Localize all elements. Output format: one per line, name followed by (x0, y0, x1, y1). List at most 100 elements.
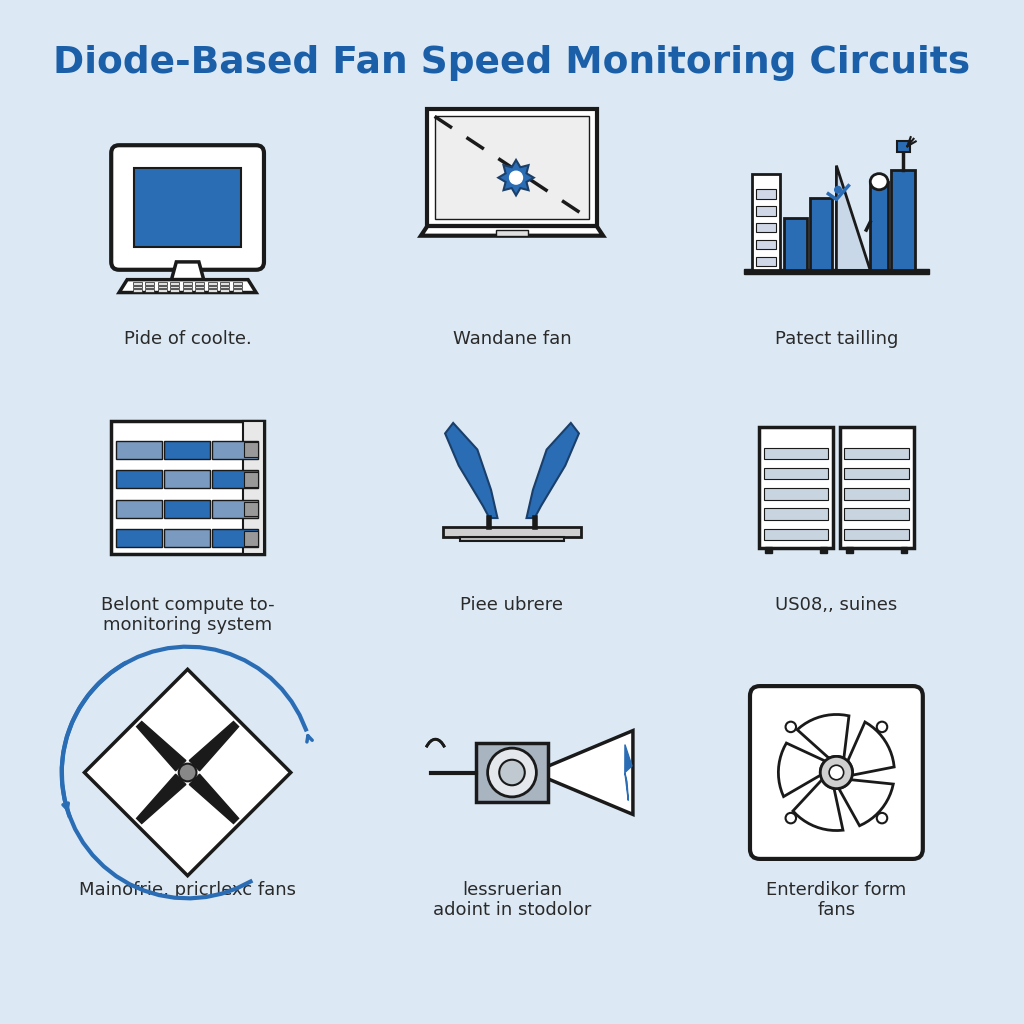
Bar (220, 283, 229, 285)
Bar (897, 140, 909, 152)
Bar (133, 290, 141, 292)
Polygon shape (625, 744, 632, 772)
Polygon shape (189, 774, 239, 823)
Polygon shape (837, 166, 870, 270)
Bar (756, 189, 776, 199)
Text: Mainofrie, pricrlexc fans: Mainofrie, pricrlexc fans (79, 881, 296, 899)
Bar (158, 290, 167, 292)
Bar (182, 286, 191, 289)
Bar (196, 286, 204, 289)
Bar (840, 427, 913, 548)
Bar (145, 286, 155, 289)
Bar (244, 472, 258, 486)
Text: lessruerian
adoint in stodolor: lessruerian adoint in stodolor (433, 881, 591, 920)
Bar (756, 223, 776, 232)
Bar (764, 488, 828, 500)
Polygon shape (499, 160, 534, 196)
Bar (196, 290, 204, 292)
Bar (232, 286, 242, 289)
Bar (220, 286, 229, 289)
Bar (752, 174, 780, 270)
Bar (220, 290, 229, 292)
Bar (476, 743, 548, 802)
Polygon shape (548, 730, 633, 814)
Bar (764, 468, 828, 479)
Polygon shape (798, 715, 849, 758)
Bar (116, 440, 162, 459)
Text: Piee ubrere: Piee ubrere (461, 596, 563, 613)
Circle shape (877, 722, 887, 732)
Polygon shape (136, 774, 186, 823)
Bar (764, 528, 828, 540)
Bar (764, 447, 828, 459)
Bar (743, 268, 929, 274)
Bar (820, 547, 826, 553)
Bar (170, 286, 179, 289)
Bar (845, 488, 909, 500)
Bar (846, 547, 853, 553)
Bar (766, 547, 772, 553)
Bar (164, 529, 210, 548)
Bar (134, 168, 241, 247)
Polygon shape (839, 779, 893, 825)
Bar (845, 528, 909, 540)
Text: Wandane fan: Wandane fan (453, 330, 571, 348)
Bar (460, 537, 564, 542)
Polygon shape (421, 226, 603, 236)
Circle shape (500, 760, 524, 785)
Circle shape (785, 813, 796, 823)
Text: Patect tailling: Patect tailling (775, 330, 898, 348)
Bar (116, 529, 162, 548)
FancyBboxPatch shape (112, 145, 264, 269)
Bar (845, 447, 909, 459)
Polygon shape (189, 722, 239, 771)
Bar (170, 290, 179, 292)
Bar (244, 502, 258, 516)
Bar (784, 218, 807, 270)
Text: Enterdikor form
fans: Enterdikor form fans (766, 881, 906, 920)
Bar (496, 230, 528, 236)
Bar (756, 206, 776, 216)
Text: US08,, suines: US08,, suines (775, 596, 897, 613)
Bar (145, 290, 155, 292)
Bar (182, 283, 191, 285)
Bar (164, 440, 210, 459)
Text: Pide of coolte.: Pide of coolte. (124, 330, 252, 348)
Circle shape (834, 185, 842, 194)
Circle shape (785, 722, 796, 732)
Polygon shape (84, 670, 291, 876)
Circle shape (877, 813, 887, 823)
Polygon shape (119, 280, 256, 293)
Bar (158, 283, 167, 285)
Polygon shape (848, 722, 894, 775)
Bar (759, 427, 834, 548)
Bar (111, 421, 264, 554)
Bar (212, 529, 258, 548)
Bar (145, 283, 155, 285)
Bar (756, 240, 776, 250)
Bar (158, 286, 167, 289)
Bar (212, 500, 258, 518)
Bar (164, 470, 210, 488)
Circle shape (487, 749, 537, 797)
Bar (116, 500, 162, 518)
Bar (164, 500, 210, 518)
Polygon shape (136, 722, 186, 771)
Bar (810, 198, 833, 270)
Bar (845, 508, 909, 519)
Bar (901, 547, 907, 553)
Polygon shape (445, 423, 498, 518)
Bar (427, 110, 597, 226)
Circle shape (510, 171, 522, 184)
Ellipse shape (870, 174, 888, 189)
Circle shape (816, 202, 824, 210)
Bar (434, 117, 590, 219)
Bar (244, 421, 264, 554)
Bar (208, 286, 217, 289)
Polygon shape (625, 772, 629, 801)
Bar (244, 531, 258, 546)
Bar (170, 283, 179, 285)
Bar (212, 470, 258, 488)
Bar (756, 257, 776, 266)
Bar (764, 508, 828, 519)
